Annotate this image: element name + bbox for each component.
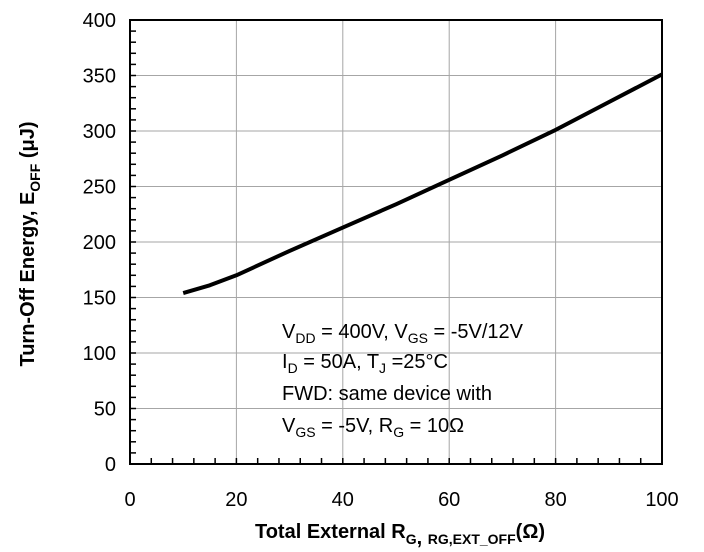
- y-tick-label: 250: [83, 177, 116, 199]
- x-tick-label: 100: [645, 489, 678, 511]
- annotation-line: VDD = 400V, VGS = -5V/12V: [282, 321, 524, 346]
- x-tick-label: 20: [225, 489, 247, 511]
- y-tick-label: 400: [83, 10, 116, 32]
- y-tick-label: 100: [83, 343, 116, 365]
- y-tick-label: 200: [83, 232, 116, 254]
- x-tick-label: 40: [332, 489, 354, 511]
- grid: [130, 20, 662, 464]
- annotation-line: VGS = -5V, RG = 10Ω: [282, 415, 464, 440]
- annotation-line: ID = 50A, TJ =25°C: [282, 351, 448, 376]
- x-tick-label: 60: [438, 489, 460, 511]
- series-line: [182, 72, 663, 296]
- y-axis-title: Turn-Off Energy, EOFF (μJ): [17, 121, 43, 366]
- y-tick-label: 0: [105, 454, 116, 476]
- plot-area-frame: [129, 19, 663, 465]
- y-tick-label: 150: [83, 288, 116, 310]
- y-tick-label: 350: [83, 66, 116, 88]
- x-axis-title: Total External RG, RG,EXT_OFF(Ω): [255, 521, 545, 549]
- series: [182, 72, 663, 296]
- annotation-line: FWD: same device with: [282, 383, 492, 405]
- x-tick-label: 0: [124, 489, 135, 511]
- x-tick-label: 80: [544, 489, 566, 511]
- test-conditions-annotation: VDD = 400V, VGS = -5V/12V ID = 50A, TJ =2…: [282, 321, 524, 440]
- y-tick-label: 300: [83, 121, 116, 143]
- tick-labels: 0 20 40 60 80 100 0 50 100 150 200 250 300 350 400: [83, 10, 679, 511]
- y-tick-label: 50: [94, 399, 116, 421]
